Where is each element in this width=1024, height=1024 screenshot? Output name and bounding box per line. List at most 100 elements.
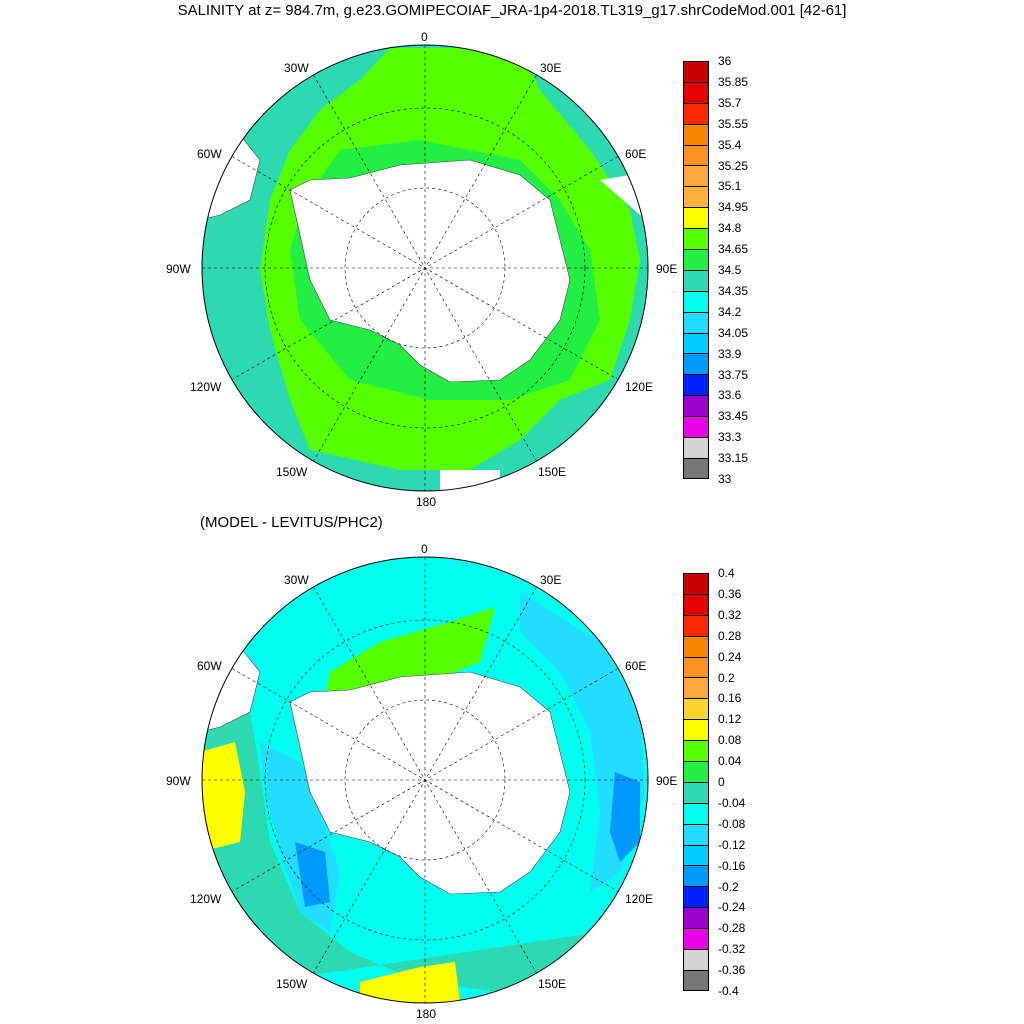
bottom-blue-west (295, 842, 330, 907)
bottom-colorbar-label: -0.08 (718, 816, 746, 831)
top-colorbar-swatch (683, 269, 709, 291)
figure-title: SALINITY at z= 984.7m, g.e23.GOMIPECOIAF… (177, 2, 847, 19)
bottom-lon-label-150e: 150E (538, 977, 567, 991)
bottom-lon-label-90e: 90E (656, 774, 678, 788)
top-colorbar-label: 35.55 (718, 116, 749, 131)
bottom-colorbar-swatch (683, 844, 709, 866)
bottom-yellow-west (202, 742, 245, 852)
bottom-colorbar (683, 573, 709, 991)
bottom-colorbar-label: 0.2 (718, 670, 735, 685)
top-colorbar-label: 36 (718, 54, 732, 68)
bottom-colorbar-swatch (683, 928, 709, 950)
top-lon-label-0: 0 (421, 30, 428, 44)
bottom-colorbar-swatch (683, 677, 709, 699)
bottom-colorbar-swatch (683, 698, 709, 720)
top-colorbar-label: 33.45 (718, 409, 749, 424)
bottom-colorbar-label: -0.12 (718, 837, 746, 852)
top-lon-label-180: 180 (416, 495, 437, 509)
top-colorbar-label: 35.4 (718, 137, 742, 152)
bottom-colorbar-label: -0.2 (718, 879, 739, 894)
bottom-lon-label-120w: 120W (190, 892, 222, 906)
bottom-colorbar-swatch (683, 719, 709, 741)
bottom-colorbar-label: 0.32 (718, 607, 742, 622)
top-colorbar-swatch (683, 332, 709, 354)
top-colorbar-label: 35.7 (718, 95, 742, 110)
top-colorbar-swatch (683, 165, 709, 187)
top-colorbar-label: 35.25 (718, 158, 749, 173)
bottom-colorbar-swatch (683, 949, 709, 970)
top-colorbar-label: 33.6 (718, 388, 742, 403)
bottom-colorbar-label: -0.28 (718, 921, 746, 936)
top-colorbar-swatch (683, 123, 709, 145)
top-colorbar-label: 33.75 (718, 367, 749, 382)
bottom-colorbar-label: 0.08 (718, 733, 742, 748)
nz-land-top (440, 470, 500, 491)
bottom-colorbar-swatch (683, 802, 709, 824)
top-colorbar-swatch (683, 61, 709, 82)
bottom-lon-label-90w: 90W (166, 774, 191, 788)
bottom-colorbar-swatch (683, 823, 709, 845)
bottom-colorbar-label: -0.4 (718, 984, 739, 998)
top-lon-label-90w: 90W (166, 262, 191, 276)
top-lon-label-150w: 150W (276, 465, 308, 479)
top-colorbar-swatch (683, 311, 709, 333)
top-colorbar-label: 33.3 (718, 430, 742, 445)
bottom-lon-label-120e: 120E (625, 892, 654, 906)
bottom-colorbar-label: 0.36 (718, 586, 742, 601)
bottom-colorbar-label: -0.32 (718, 942, 746, 957)
top-colorbar-swatch (683, 416, 709, 438)
bottom-colorbar-swatch (683, 573, 709, 594)
bottom-colorbar-label: 0 (718, 775, 725, 789)
bottom-colorbar-swatch (683, 865, 709, 887)
bottom-colorbar-label: 0.04 (718, 754, 742, 769)
top-colorbar-swatch (683, 457, 709, 479)
top-colorbar-swatch (683, 249, 709, 270)
bottom-colorbar-label: 0.4 (718, 566, 735, 580)
bottom-green-band (325, 607, 495, 702)
top-colorbar-swatch (683, 353, 709, 375)
bottom-yellow-south (360, 962, 460, 1003)
difference-subtitle: (MODEL - LEVITUS/PHC2) (200, 514, 383, 531)
top-colorbar-label: 35.85 (718, 74, 749, 89)
top-lon-label-120w: 120W (190, 380, 222, 394)
top-lon-label-150e: 150E (538, 465, 567, 479)
top-colorbar-label: 33 (718, 472, 732, 486)
bottom-colorbar-label: -0.16 (718, 858, 746, 873)
bottom-lon-label-60w: 60W (197, 659, 222, 673)
bottom-colorbar-swatch (683, 635, 709, 657)
bottom-colorbar-swatch (683, 886, 709, 908)
bottom-colorbar-swatch (683, 593, 709, 615)
top-colorbar-label: 33.15 (718, 451, 749, 466)
top-colorbar-swatch (683, 81, 709, 103)
bottom-teal-region (202, 712, 600, 992)
top-lon-label-120e: 120E (625, 380, 654, 394)
bottom-colorbar-label: 0.24 (718, 649, 742, 664)
top-lon-label-60w: 60W (197, 147, 222, 161)
top-colorbar-swatch (683, 395, 709, 417)
bottom-lon-label-0: 0 (421, 542, 428, 556)
top-lon-label-90e: 90E (656, 262, 678, 276)
bottom-colorbar-label: -0.04 (718, 795, 746, 810)
top-colorbar-label: 34.95 (718, 200, 749, 215)
top-colorbar-swatch (683, 144, 709, 166)
bottom-colorbar-swatch (683, 656, 709, 678)
top-lon-label-30e: 30E (540, 61, 562, 75)
top-colorbar-label: 35.1 (718, 179, 742, 194)
top-colorbar-swatch (683, 186, 709, 208)
bottom-lon-label-60e: 60E (625, 659, 647, 673)
bottom-lon-label-30e: 30E (540, 573, 562, 587)
bottom-colorbar-label: 0.28 (718, 628, 742, 643)
bottom-colorbar-swatch (683, 781, 709, 803)
bottom-lon-label-180: 180 (416, 1007, 437, 1021)
bottom-colorbar-swatch (683, 740, 709, 762)
bottom-colorbar-swatch (683, 907, 709, 929)
top-colorbar-label: 34.5 (718, 263, 742, 277)
top-colorbar-label: 34.8 (718, 221, 742, 236)
bottom-colorbar-swatch (683, 761, 709, 782)
top-colorbar-label: 34.05 (718, 325, 749, 340)
top-colorbar-label: 33.9 (718, 346, 742, 361)
top-colorbar-swatch (683, 228, 709, 250)
top-lon-label-30w: 30W (284, 61, 309, 75)
top-colorbar-label: 34.65 (718, 242, 749, 257)
bottom-lon-label-150w: 150W (276, 977, 308, 991)
